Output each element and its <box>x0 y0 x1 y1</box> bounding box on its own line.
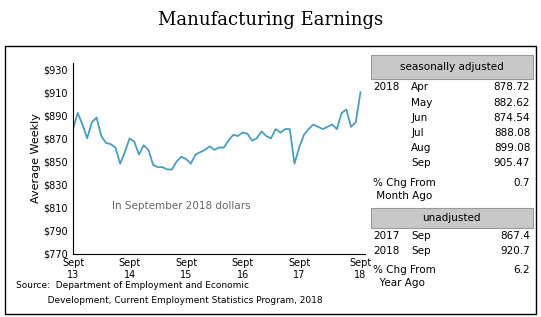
Text: seasonally adjusted: seasonally adjusted <box>400 62 504 72</box>
Text: 874.54: 874.54 <box>494 113 530 123</box>
Text: Year Ago: Year Ago <box>373 278 425 288</box>
Text: % Chg From: % Chg From <box>373 178 436 189</box>
Text: 6.2: 6.2 <box>513 265 530 275</box>
Text: 899.08: 899.08 <box>494 143 530 153</box>
Text: May: May <box>411 98 433 108</box>
Text: Sep: Sep <box>411 247 431 256</box>
Text: 888.08: 888.08 <box>494 128 530 138</box>
Text: 2017: 2017 <box>373 231 400 241</box>
Text: 878.72: 878.72 <box>494 82 530 93</box>
Text: % Chg From: % Chg From <box>373 265 436 275</box>
Text: Aug: Aug <box>411 143 432 153</box>
Y-axis label: Average Weekly: Average Weekly <box>31 113 41 204</box>
Text: Manufacturing Earnings: Manufacturing Earnings <box>158 11 383 29</box>
Text: 867.4: 867.4 <box>500 231 530 241</box>
Text: In September 2018 dollars: In September 2018 dollars <box>112 201 250 211</box>
Text: Sep: Sep <box>411 158 431 169</box>
Text: Apr: Apr <box>411 82 430 93</box>
Text: 0.7: 0.7 <box>514 178 530 189</box>
Text: Jul: Jul <box>411 128 424 138</box>
Text: Sep: Sep <box>411 231 431 241</box>
Text: unadjusted: unadjusted <box>423 213 481 223</box>
Text: Month Ago: Month Ago <box>373 191 433 201</box>
Text: 920.7: 920.7 <box>500 247 530 256</box>
Text: 882.62: 882.62 <box>494 98 530 108</box>
Text: 905.47: 905.47 <box>494 158 530 169</box>
Text: 2018: 2018 <box>373 247 400 256</box>
Text: Development, Current Employment Statistics Program, 2018: Development, Current Employment Statisti… <box>16 296 323 305</box>
Text: Source:  Department of Employment and Economic: Source: Department of Employment and Eco… <box>16 281 249 289</box>
Text: Jun: Jun <box>411 113 427 123</box>
Text: 2018: 2018 <box>373 82 400 93</box>
